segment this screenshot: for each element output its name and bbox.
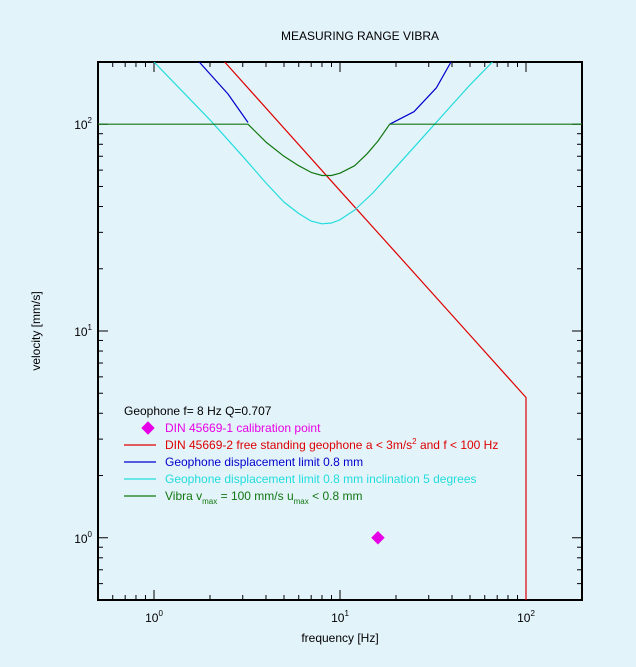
legend-label-part: Geophone displacement limit 0.8 mm	[165, 455, 363, 469]
x-tick-label-base: 10	[517, 611, 531, 625]
legend-label-part: max	[294, 497, 309, 506]
legend-label-part: DIN 45669-1 calibration point	[165, 421, 321, 435]
legend-header: Geophone f= 8 Hz Q=0.707	[124, 404, 272, 418]
legend-label-part: < 0.8 mm	[309, 489, 363, 503]
x-tick-label: 102	[517, 609, 535, 625]
y-tick-label-exp: 1	[88, 323, 93, 332]
x-tick-label-exp: 1	[344, 609, 349, 618]
y-axis-label: velocity [mm/s]	[29, 291, 43, 370]
y-tick-label: 100	[74, 530, 92, 546]
legend-label: DIN 45669-1 calibration point	[165, 421, 321, 435]
legend-label: Geophone displacement limit 0.8 mm incli…	[165, 472, 477, 486]
y-tick-label-base: 10	[74, 118, 88, 132]
y-tick-label-base: 10	[74, 532, 88, 546]
legend-label-part: DIN 45669-2 free standing geophone a < 3…	[165, 438, 412, 452]
x-tick-label-exp: 0	[158, 609, 163, 618]
series-3-line	[153, 62, 493, 225]
series-4-line	[98, 123, 582, 177]
x-tick-label-base: 10	[145, 611, 159, 625]
x-tick-label: 101	[331, 609, 349, 625]
legend-label-part: max	[202, 497, 217, 506]
x-axis-label: frequency [Hz]	[301, 631, 378, 645]
legend-label: Vibra vmax = 100 mm/s umax < 0.8 mm	[165, 489, 362, 506]
series-0-point	[371, 531, 385, 545]
y-tick-label: 102	[74, 116, 92, 132]
legend-label-part: Geophone displacement limit 0.8 mm incli…	[165, 472, 477, 486]
legend-label-part: 2	[412, 437, 417, 446]
series-2-line	[389, 62, 452, 125]
legend-label-part: = 100 mm/s u	[217, 489, 293, 503]
legend-label: Geophone displacement limit 0.8 mm	[165, 455, 363, 469]
x-tick-label: 100	[145, 609, 163, 625]
legend-label-part: and f < 100 Hz	[417, 438, 499, 452]
legend-label-part: Vibra v	[165, 489, 202, 503]
chart-title: MEASURING RANGE VIBRA	[281, 29, 439, 43]
series-2-line	[198, 62, 249, 123]
series-layer	[98, 62, 582, 600]
y-tick-label: 101	[74, 323, 92, 339]
series-1-line	[224, 62, 527, 600]
y-tick-label-exp: 2	[88, 116, 93, 125]
plot-frame	[97, 61, 583, 601]
legend-marker	[141, 421, 155, 435]
legend: Geophone f= 8 Hz Q=0.707 DIN 45669-1 cali…	[124, 404, 498, 506]
x-tick-label-base: 10	[331, 611, 345, 625]
y-tick-label-exp: 0	[88, 530, 93, 539]
y-tick-label-base: 10	[74, 325, 88, 339]
legend-label: DIN 45669-2 free standing geophone a < 3…	[165, 437, 498, 452]
x-tick-label-exp: 2	[530, 609, 535, 618]
